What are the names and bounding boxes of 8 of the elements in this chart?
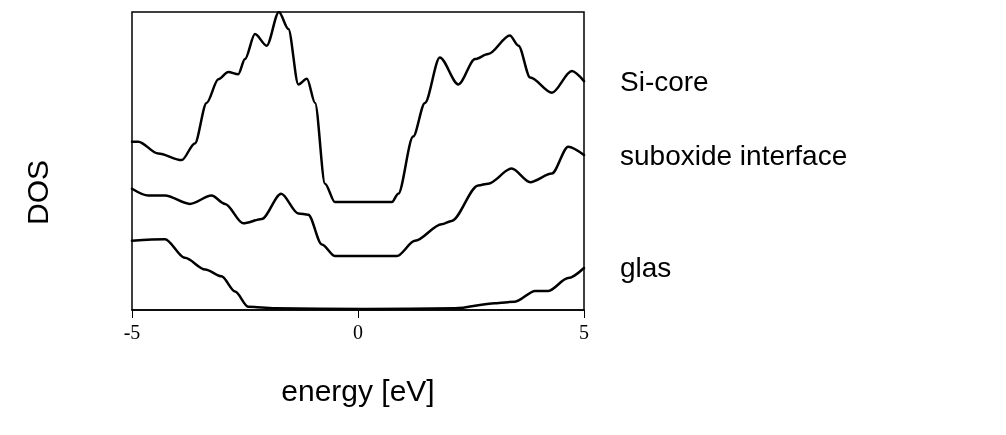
x-axis-title: energy [eV] xyxy=(281,373,435,407)
series-label: glas xyxy=(620,252,672,284)
x-tick-label: 5 xyxy=(579,321,589,343)
x-tick-label: -5 xyxy=(123,321,141,343)
x-tick-label: 0 xyxy=(353,321,363,343)
series-label: suboxide interface xyxy=(620,139,848,171)
y-axis-title: DOS xyxy=(20,160,54,226)
series-label: Si-core xyxy=(620,65,709,97)
